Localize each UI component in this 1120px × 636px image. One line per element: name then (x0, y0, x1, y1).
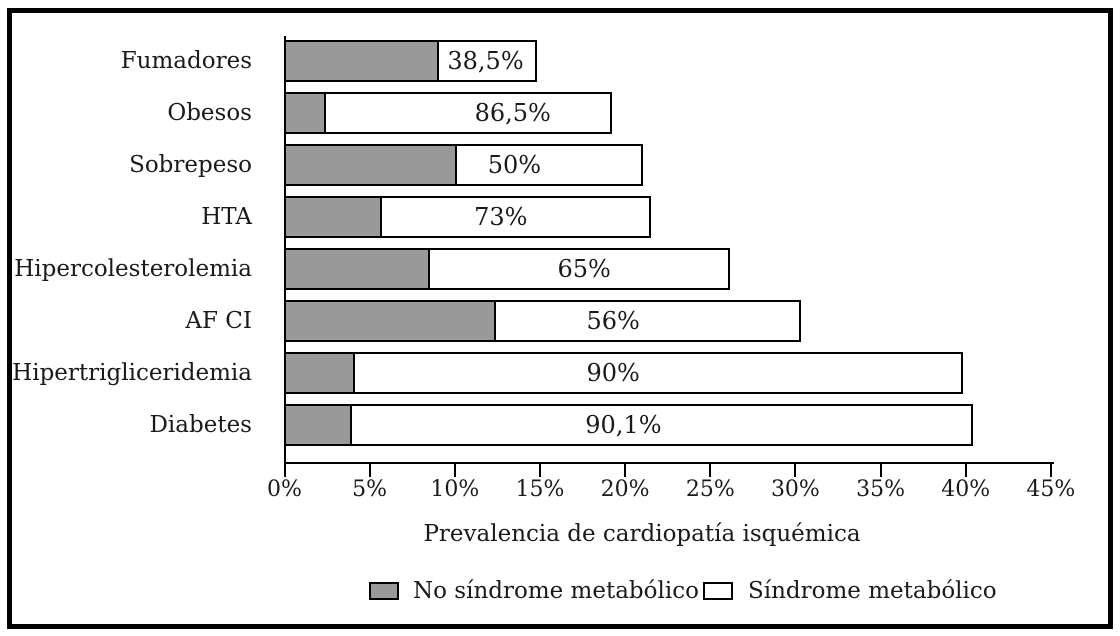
bar-segment-no-sindrome (283, 352, 355, 394)
bar-row-2: 50% (283, 144, 643, 186)
legend-swatch-no-sindrome-metabolico (369, 582, 399, 600)
bar-row-3: 73% (283, 196, 652, 238)
x-axis-tick-label-45%: 45% (1026, 477, 1076, 502)
x-axis-tick-15% (539, 464, 541, 477)
x-axis-line (283, 462, 1054, 464)
bar-row-5: 56% (283, 300, 802, 342)
x-axis-tick-35% (879, 464, 882, 477)
bar-value-label: 38,5% (447, 47, 524, 75)
bar-value-label: 73% (474, 203, 528, 231)
bar-segment-no-sindrome (283, 404, 352, 446)
bar-value-label: 86,5% (474, 99, 551, 127)
legend-swatch-sindrome-metabolico (703, 582, 733, 600)
x-axis-tick-45% (1049, 464, 1052, 477)
x-axis-tick-label-10%: 10% (430, 477, 480, 502)
bar-row-4: 65% (283, 248, 730, 290)
x-axis-tick-label-20%: 20% (600, 477, 650, 502)
bar-segment-sindrome (349, 404, 974, 446)
category-label-0: Fumadores (120, 48, 252, 74)
x-axis-tick-10% (453, 464, 456, 477)
bar-segment-sindrome (324, 92, 613, 134)
bar-segment-no-sindrome (283, 248, 430, 290)
category-label-5: AF CI (185, 308, 252, 334)
x-axis-tick-5% (368, 464, 371, 477)
category-label-2: Sobrepeso (129, 152, 252, 178)
bar-value-label: 90,1% (585, 411, 662, 439)
category-label-1: Obesos (167, 100, 252, 126)
category-label-6: Hipertrigliceridemia (12, 360, 252, 386)
x-axis-tick-label-40%: 40% (941, 477, 991, 502)
category-label-4: Hipercolesterolemia (14, 256, 252, 282)
bar-row-6: 90% (283, 352, 963, 394)
x-axis-tick-30% (794, 464, 797, 477)
bar-segment-sindrome (380, 196, 652, 238)
bar-value-label: 90% (586, 359, 640, 387)
bar-segment-sindrome (353, 352, 963, 394)
x-axis-tick-20% (624, 464, 627, 477)
bar-segment-no-sindrome (283, 40, 439, 82)
x-axis-tick-label-30%: 30% (770, 477, 820, 502)
bar-segment-no-sindrome (283, 196, 383, 238)
bar-row-7: 90,1% (283, 404, 974, 446)
bar-segment-no-sindrome (283, 300, 497, 342)
bar-segment-sindrome (494, 300, 802, 342)
legend-label-no-sindrome-metabolico: No síndrome metabólico (413, 578, 699, 604)
legend-label-sindrome-metabolico: Síndrome metabólico (748, 578, 997, 604)
bar-row-0: 38,5% (283, 40, 538, 82)
bar-value-label: 65% (557, 255, 611, 283)
bar-segment-sindrome (455, 144, 643, 186)
x-axis-tick-label-25%: 25% (685, 477, 735, 502)
x-axis-tick-label-5%: 5% (352, 477, 388, 502)
category-label-7: Diabetes (149, 412, 252, 438)
x-axis-tick-25% (709, 464, 712, 477)
x-axis-tick-label-0%: 0% (267, 477, 302, 502)
x-axis-tick-label-35%: 35% (856, 477, 906, 502)
category-label-3: HTA (201, 204, 252, 230)
bar-segment-no-sindrome (283, 92, 327, 134)
bar-value-label: 56% (586, 307, 640, 335)
x-axis-title: Prevalencia de cardiopatía isquémica (423, 521, 861, 547)
bar-segment-sindrome (428, 248, 730, 290)
bar-row-1: 86,5% (283, 92, 613, 134)
bar-segment-no-sindrome (283, 144, 458, 186)
figure-border (7, 8, 1113, 629)
x-axis-tick-40% (964, 464, 967, 477)
x-axis-tick-0% (283, 464, 286, 477)
x-axis-tick-label-15%: 15% (515, 477, 565, 502)
bar-segment-sindrome (436, 40, 538, 82)
bar-value-label: 50% (487, 151, 542, 179)
